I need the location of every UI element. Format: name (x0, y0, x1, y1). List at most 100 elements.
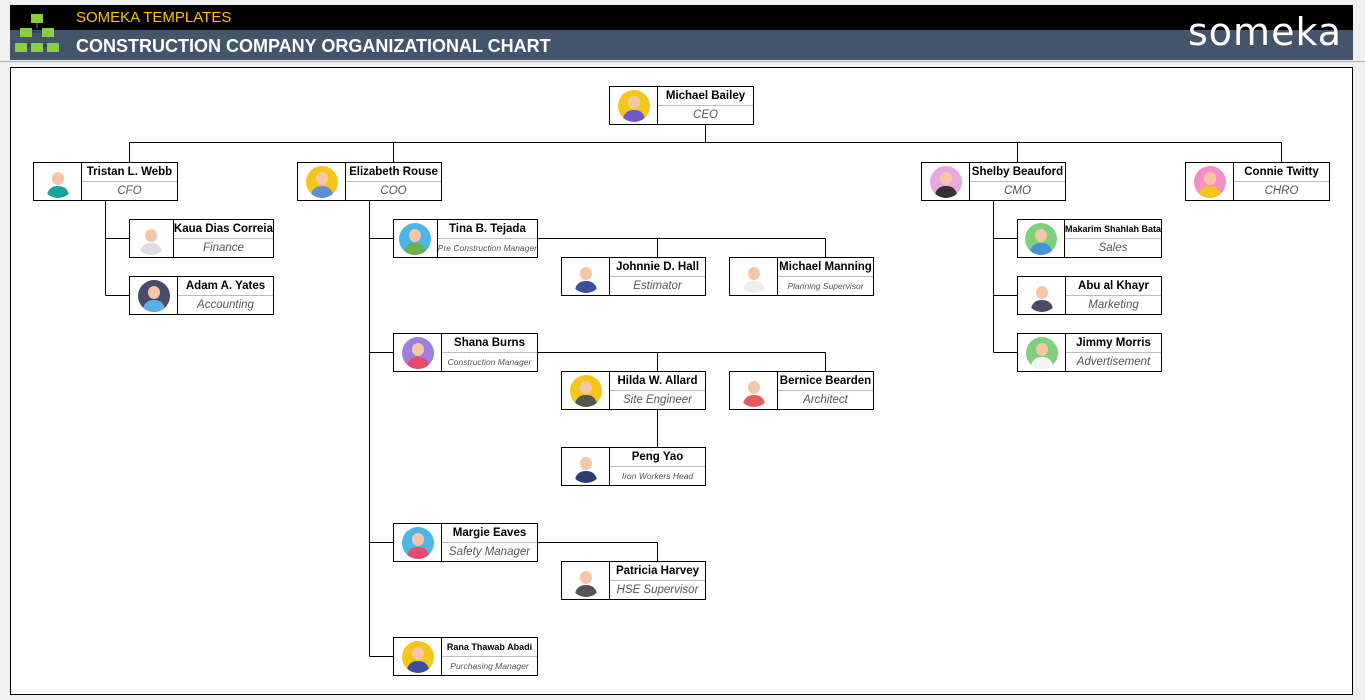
avatar (394, 334, 442, 371)
avatar (562, 258, 610, 295)
avatar (394, 524, 442, 561)
org-node[interactable]: Adam A. Yates Accounting (129, 276, 274, 315)
person-avatar-icon (737, 260, 770, 293)
org-node[interactable]: Makarim Shahlah Bata Sales (1017, 219, 1162, 258)
org-node[interactable]: Shelby Beauford CMO (921, 162, 1066, 201)
avatar (1018, 277, 1066, 314)
header-bottom-bar (10, 30, 1353, 60)
person-role: Estimator (633, 280, 682, 292)
person-avatar-icon (305, 165, 338, 198)
person-name: Peng Yao (610, 448, 705, 467)
brand-label: SOMEKA TEMPLATES (76, 9, 232, 26)
org-node[interactable]: Jimmy Morris Advertisement (1017, 333, 1162, 372)
person-name: Makarim Shahlah Bata (1064, 220, 1161, 239)
person-name: Adam A. Yates (178, 277, 273, 296)
org-node[interactable]: Shana Burns Construction Manager (393, 333, 538, 372)
person-name: Patricia Harvey (610, 562, 705, 581)
avatar (394, 638, 442, 675)
org-node[interactable]: Michael Bailey CEO (609, 86, 754, 125)
org-node[interactable]: Elizabeth Rouse COO (297, 162, 442, 201)
person-name: Hilda W. Allard (610, 372, 705, 391)
person-role: HSE Supervisor (616, 584, 699, 596)
person-avatar-icon (1193, 165, 1226, 198)
org-node[interactable]: Abu al Khayr Marketing (1017, 276, 1162, 315)
person-avatar-icon (401, 526, 434, 559)
header-top-bar (10, 5, 1353, 30)
org-chart-canvas: Michael Bailey CEO Tristan L. Webb CFO Eli… (10, 67, 1353, 695)
avatar (34, 163, 82, 200)
person-avatar-icon (737, 374, 770, 407)
org-node[interactable]: Tina B. Tejada Pre Construction Manager (393, 219, 538, 258)
person-role: Accounting (197, 299, 254, 311)
avatar (1018, 220, 1065, 257)
someka-logo[interactable]: someka (1188, 10, 1343, 54)
avatar (562, 448, 610, 485)
person-name: Michael Bailey (658, 87, 753, 106)
avatar (1186, 163, 1234, 200)
person-name: Shelby Beauford (970, 163, 1065, 182)
org-node[interactable]: Patricia Harvey HSE Supervisor (561, 561, 706, 600)
person-role: CEO (693, 109, 718, 121)
person-avatar-icon (401, 640, 434, 673)
person-avatar-icon (399, 222, 432, 255)
avatar (730, 258, 778, 295)
org-node[interactable]: Michael Manning Planning Supervisor (729, 257, 874, 296)
person-name: Tina B. Tejada (437, 220, 537, 239)
person-avatar-icon (1025, 279, 1058, 312)
person-name: Tristan L. Webb (82, 163, 177, 182)
person-role: Architect (803, 394, 848, 406)
person-role: Marketing (1088, 299, 1139, 311)
person-role: Planning Supervisor (787, 281, 864, 291)
person-role: CMO (1004, 185, 1031, 197)
org-node[interactable]: Tristan L. Webb CFO (33, 162, 178, 201)
org-node[interactable]: Rana Thawab Abadi Purchasing Manager (393, 637, 538, 676)
scrollbar[interactable] (1353, 62, 1365, 700)
person-avatar-icon (135, 222, 168, 255)
person-name: Elizabeth Rouse (346, 163, 441, 182)
person-avatar-icon (569, 450, 602, 483)
person-name: Jimmy Morris (1066, 334, 1161, 353)
org-node[interactable]: Kaua Dias Correia Finance (129, 219, 274, 258)
person-name: Margie Eaves (442, 524, 537, 543)
avatar (562, 562, 610, 599)
avatar (130, 277, 178, 314)
page-title: CONSTRUCTION COMPANY ORGANIZATIONAL CHAR… (76, 36, 551, 56)
person-avatar-icon (137, 279, 170, 312)
person-role: Construction Manager (447, 357, 532, 367)
person-role: Advertisement (1076, 356, 1151, 368)
person-role: Site Engineer (622, 394, 693, 406)
org-chart-logo-icon (15, 14, 59, 52)
person-name: Connie Twitty (1234, 163, 1329, 182)
person-avatar-icon (929, 165, 962, 198)
avatar (730, 372, 778, 409)
person-role: CFO (117, 185, 142, 197)
person-role: Safety Manager (448, 546, 531, 558)
avatar (298, 163, 346, 200)
person-avatar-icon (1024, 222, 1057, 255)
org-node[interactable]: Bernice Bearden Architect (729, 371, 874, 410)
person-name: Kaua Dias Correia (173, 220, 273, 239)
org-node[interactable]: Hilda W. Allard Site Engineer (561, 371, 706, 410)
person-name: Johnnie D. Hall (610, 258, 705, 277)
avatar (394, 220, 438, 257)
org-node[interactable]: Peng Yao Iron Workers Head (561, 447, 706, 486)
avatar (1018, 334, 1066, 371)
person-avatar-icon (569, 564, 602, 597)
person-name: Shana Burns (442, 334, 537, 353)
person-role: Pre Construction Manager (437, 243, 537, 253)
org-node[interactable]: Margie Eaves Safety Manager (393, 523, 538, 562)
org-node[interactable]: Johnnie D. Hall Estimator (561, 257, 706, 296)
person-avatar-icon (41, 165, 74, 198)
connector-lines (105, 124, 1282, 657)
person-name: Rana Thawab Abadi (442, 638, 537, 657)
person-role: Finance (203, 242, 244, 254)
person-avatar-icon (1025, 336, 1058, 369)
person-avatar-icon (401, 336, 434, 369)
avatar (562, 372, 610, 409)
divider (0, 61, 1365, 62)
person-role: Purchasing Manager (450, 661, 529, 671)
org-node[interactable]: Connie Twitty CHRO (1185, 162, 1330, 201)
avatar (922, 163, 970, 200)
person-avatar-icon (569, 374, 602, 407)
person-role: Iron Workers Head (621, 471, 694, 481)
